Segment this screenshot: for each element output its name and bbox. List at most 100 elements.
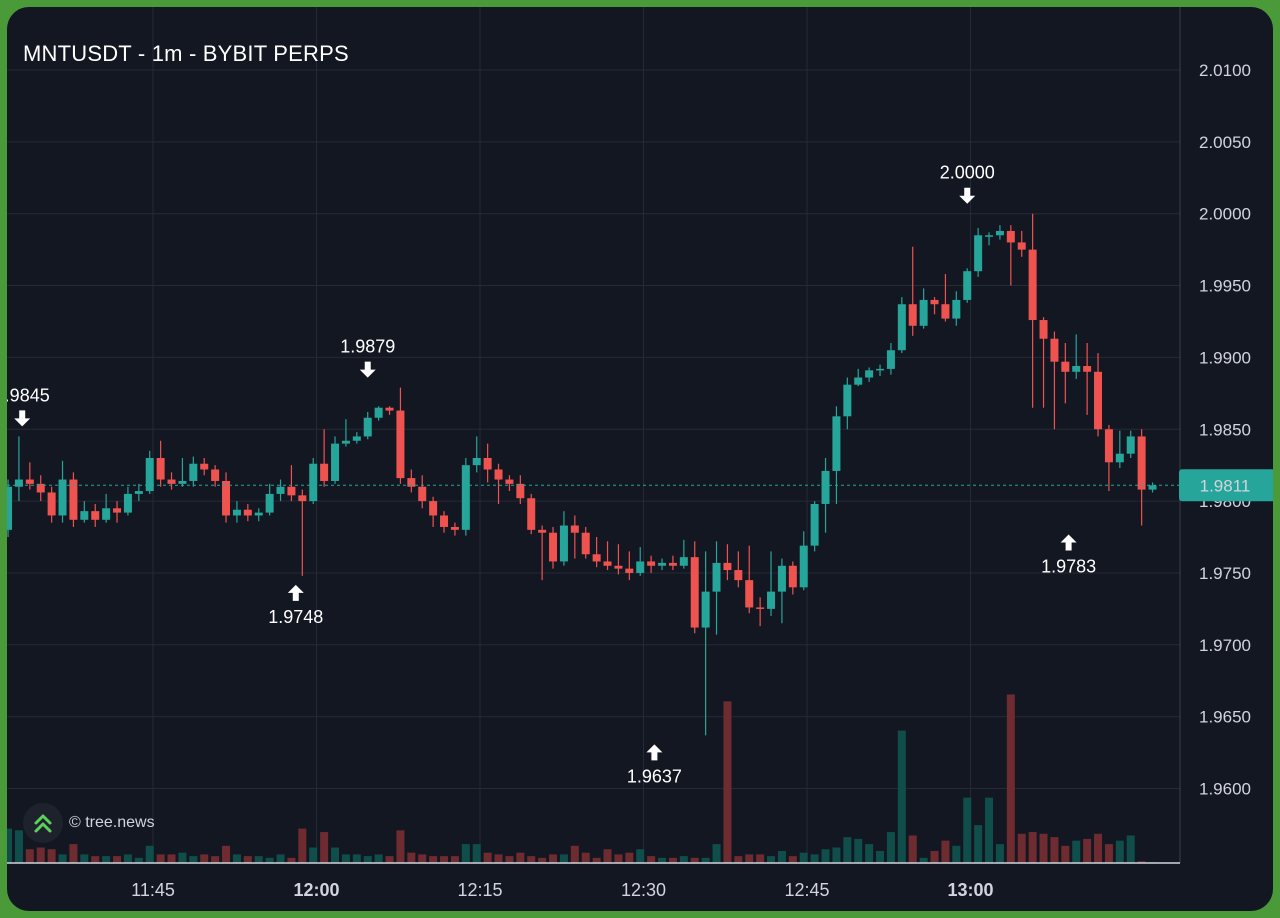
candle-body — [494, 469, 503, 480]
volume-bar — [341, 854, 350, 863]
volume-bar — [287, 857, 296, 863]
price-tick-label: 1.9850 — [1199, 420, 1251, 439]
volume-bar — [941, 840, 950, 863]
candle-body — [178, 480, 187, 484]
candle-body — [919, 299, 928, 326]
candle-body — [113, 508, 122, 513]
volume-bar — [810, 854, 819, 863]
volume-bar — [658, 857, 667, 863]
volume-bar — [36, 847, 45, 863]
volume-bar — [581, 852, 590, 863]
volume-bar — [309, 847, 318, 863]
volume-bar — [483, 852, 492, 863]
volume-bar — [320, 832, 329, 863]
volume-bar — [690, 857, 699, 863]
candle-body — [1104, 429, 1113, 463]
candle-body — [1006, 230, 1015, 243]
candle-body — [483, 457, 492, 470]
candle-body — [1137, 436, 1146, 490]
volume-bar — [385, 856, 394, 863]
last-price-value: 1.9811 — [1200, 476, 1251, 495]
candle-body — [995, 230, 1004, 236]
candle-body — [14, 479, 23, 487]
volume-bar — [897, 730, 906, 863]
candle-body — [461, 465, 470, 530]
volume-bar — [974, 825, 983, 863]
volume-bar — [134, 857, 143, 863]
candle-body — [91, 511, 100, 520]
candle-body — [58, 479, 67, 516]
volume-bar — [886, 832, 895, 863]
candle-body — [429, 501, 438, 516]
candle-body — [385, 407, 394, 411]
low-price-label: 1.9748 — [268, 607, 323, 627]
candle-body — [985, 235, 994, 237]
candle-body — [1017, 242, 1026, 250]
volume-bar — [418, 854, 427, 863]
volume-bar — [80, 854, 89, 863]
arrow-up-icon — [287, 584, 304, 601]
volume-bar — [614, 854, 623, 863]
candle-body — [690, 557, 699, 628]
candle-body — [276, 486, 285, 494]
volume-bar — [854, 838, 863, 863]
volume-bar — [549, 854, 558, 863]
volume-bar — [799, 852, 808, 863]
candle-body — [287, 486, 296, 496]
candle-body — [799, 545, 808, 588]
candle-body — [559, 525, 568, 562]
price-tick-label: 1.9700 — [1199, 636, 1251, 655]
candle-body — [450, 526, 459, 530]
candle-body — [352, 436, 361, 441]
price-tick-label: 1.9600 — [1199, 780, 1251, 799]
candle-body — [134, 491, 143, 494]
candle-body — [472, 457, 481, 466]
candle-body — [440, 515, 449, 527]
candle-body — [123, 493, 132, 513]
candle-body — [636, 561, 645, 573]
candle-body — [908, 304, 917, 326]
last-price-box — [1179, 469, 1273, 502]
volume-bar — [69, 844, 78, 863]
price-tick-label: 1.9950 — [1199, 277, 1251, 296]
time-tick-label: 13:00 — [947, 880, 993, 900]
candle-body — [810, 503, 819, 546]
candle-body — [952, 299, 961, 319]
candle-body — [7, 486, 13, 530]
candlestick-chart[interactable]: 2.0100 2.0050 2.0000 1.9950 1.9900 1.9850 1.98… — [7, 7, 1273, 911]
volume-bar — [1104, 844, 1113, 863]
price-axis: 2.0100 2.0050 2.0000 1.9950 1.9900 1.9850 1.98… — [1199, 61, 1251, 799]
candle-body — [974, 235, 983, 272]
time-tick-label: 12:15 — [457, 880, 502, 900]
candle-body — [47, 492, 56, 516]
volume-bar — [91, 856, 100, 863]
candle-body — [69, 479, 78, 520]
volume-bar — [407, 852, 416, 863]
candle-body — [363, 417, 372, 437]
candle-body — [341, 440, 350, 444]
time-tick-label: 12:00 — [293, 880, 339, 900]
volume-bar — [167, 854, 176, 863]
volume-bar — [908, 835, 917, 863]
volume-bar — [156, 854, 165, 863]
candle-body — [1115, 453, 1124, 463]
candle-body — [516, 483, 525, 499]
volume-bar — [211, 856, 220, 863]
grid-lines — [7, 7, 1180, 863]
price-tick-label: 2.0050 — [1199, 133, 1251, 152]
candle-body — [1039, 320, 1048, 339]
candle-body — [832, 416, 841, 471]
candle-body — [102, 508, 111, 520]
candle-body — [1094, 371, 1103, 430]
candle-body — [734, 570, 743, 581]
candle-body — [167, 479, 176, 484]
volume-bar — [592, 857, 601, 863]
last-price-label: 1.9811 — [1179, 469, 1273, 502]
volume-bar — [777, 850, 786, 863]
volume-bar — [243, 856, 252, 863]
candle-body — [1126, 436, 1135, 454]
volume-bar — [734, 856, 743, 863]
volume-bar — [930, 850, 939, 863]
candle-body — [145, 457, 154, 492]
watermark-text: © tree.news — [69, 814, 155, 831]
